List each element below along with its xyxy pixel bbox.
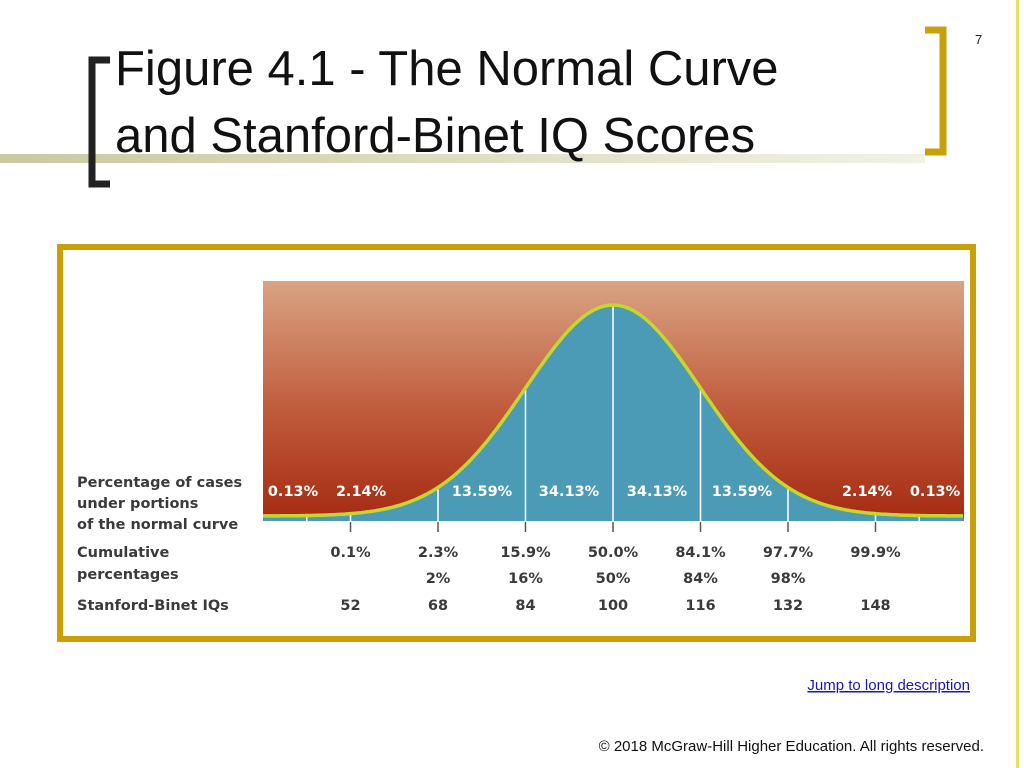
iq-score: 84 (515, 598, 535, 614)
segment-percentage: 34.13% (539, 484, 600, 500)
title: Figure 4.1 - The Normal Curve (115, 42, 779, 96)
cumulative-rounded: 2% (426, 571, 451, 587)
row-labels: Percentage of cases under portions of th… (77, 475, 242, 614)
cumulative-percentage: 97.7% (763, 545, 814, 561)
edge-line (1016, 0, 1019, 768)
cumulative-percentage: 50.0% (588, 545, 639, 561)
segment-percentage: 13.59% (712, 484, 773, 500)
cumulative-rounded: 98% (771, 571, 806, 587)
row-label: percentages (77, 567, 179, 583)
segment-percentage: 0.13% (268, 484, 319, 500)
figure: 0.13% 2.14% 13.59% 34.13% 34.13% 13.59% 2.14% 0… (262, 281, 964, 614)
row-label: Stanford-Binet IQs (77, 598, 229, 614)
cumulative-rounded: 16% (508, 571, 543, 587)
cumulative-percentage: 84.1% (675, 545, 726, 561)
iq-score: 148 (860, 598, 890, 614)
iq-score: 132 (773, 598, 803, 614)
title: and Stanford-Binet IQ Scores (115, 109, 755, 163)
segment-percentage: 13.59% (452, 484, 513, 500)
row-label: Cumulative (77, 545, 170, 561)
long-description-link[interactable]: Jump to long description (807, 677, 970, 694)
iq-score: 52 (340, 598, 360, 614)
row-label: of the normal curve (77, 517, 238, 533)
iq-score: 116 (685, 598, 715, 614)
rule (0, 154, 925, 163)
iq-score: 100 (598, 598, 628, 614)
curve (262, 303, 963, 518)
segment-percentage: 34.13% (627, 484, 688, 500)
left-bracket (88, 56, 110, 188)
footer: © 2018 McGraw-Hill Higher Education. All… (599, 738, 984, 755)
iq-score: 68 (428, 598, 448, 614)
row-label: Percentage of cases (77, 475, 242, 491)
right-bracket (925, 26, 947, 156)
cumulative-percentage: 15.9% (500, 545, 551, 561)
segment-percentage: 2.14% (336, 484, 387, 500)
cumulative-percentage: 0.1% (330, 545, 371, 561)
cumulative-rounded: 84% (683, 571, 718, 587)
link-text[interactable]: Jump to long description (807, 677, 970, 694)
row-label: under portions (77, 496, 198, 512)
cumulative-percentage: 2.3% (418, 545, 459, 561)
segment-percentage: 0.13% (910, 484, 961, 500)
cumulative-rounded: 50% (596, 571, 631, 587)
cumulative-percentage: 99.9% (850, 545, 901, 561)
segment-percentage: 2.14% (842, 484, 893, 500)
slide-number: 7 (975, 32, 982, 47)
